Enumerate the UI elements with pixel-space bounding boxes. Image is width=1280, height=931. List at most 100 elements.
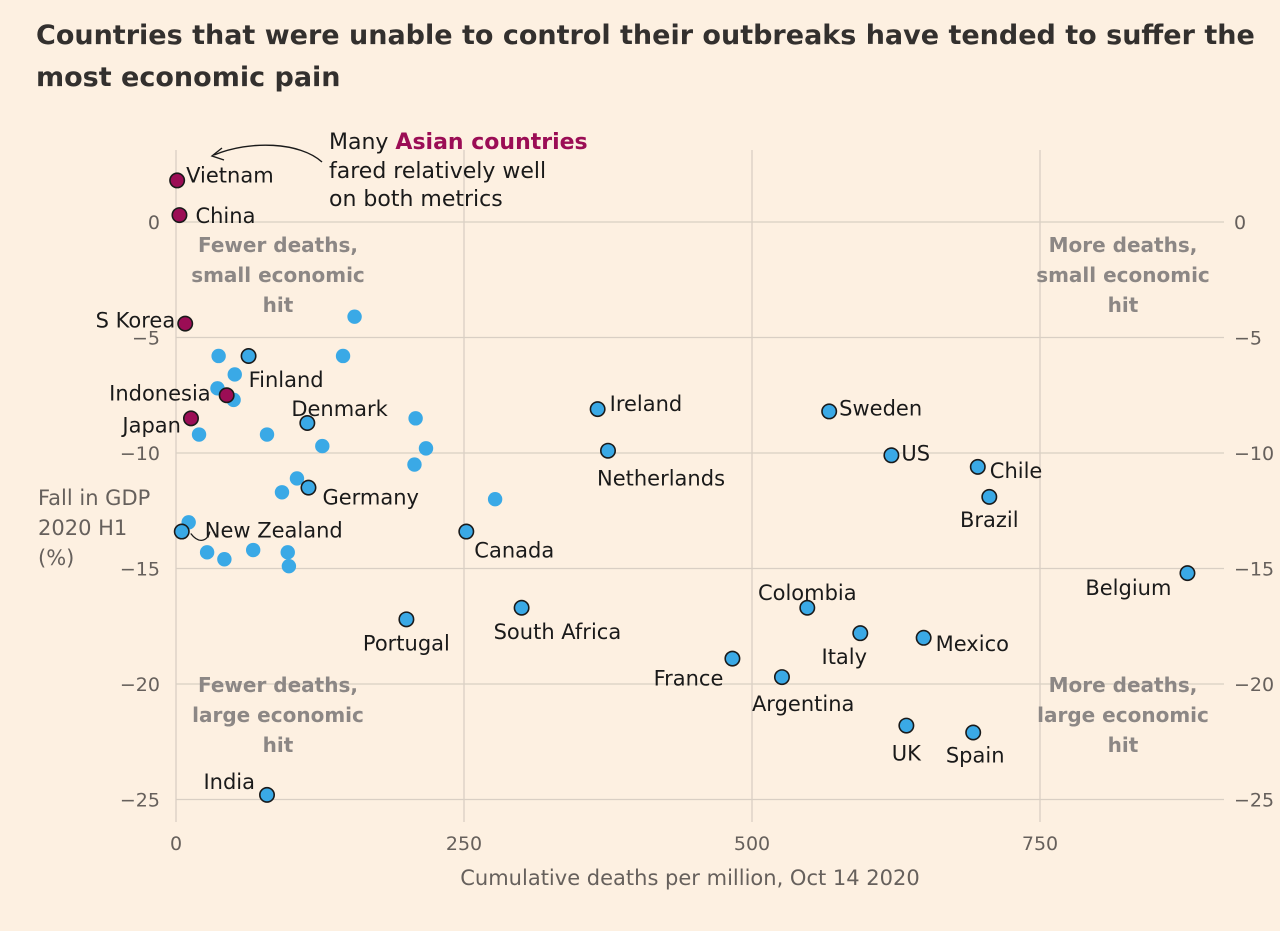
data-point-us (883, 447, 900, 464)
data-point-italy (852, 625, 869, 642)
country-label-ireland: Ireland (610, 392, 683, 416)
data-point-netherlands (599, 442, 616, 459)
data-point-unlabelled (407, 457, 422, 472)
data-point-india (259, 786, 276, 803)
y-tick-label-right: −25 (1234, 790, 1274, 812)
data-point-belgium (1179, 565, 1196, 582)
quadrant-label-bottom-right: large economic (1037, 703, 1209, 727)
quadrant-label-top-left: hit (263, 293, 294, 317)
y-tick-label-left: −10 (120, 443, 160, 465)
country-label-japan: Japan (120, 413, 181, 437)
quadrant-label-top-right: hit (1108, 293, 1139, 317)
y-tick-label-right: −20 (1234, 674, 1274, 696)
country-label-spain: Spain (946, 744, 1005, 768)
data-point-new-zealand (173, 523, 190, 540)
data-point-south-africa (513, 599, 530, 616)
country-label-mexico: Mexico (936, 632, 1009, 656)
data-point-unlabelled (289, 471, 305, 486)
data-point-unlabelled (418, 441, 434, 456)
data-point-canada (458, 523, 475, 540)
country-label-denmark: Denmark (291, 397, 388, 421)
new-zealand-leader-line (190, 531, 211, 541)
data-point-sweden (821, 403, 838, 420)
data-point-colombia (799, 599, 816, 616)
data-point-mexico (915, 629, 932, 646)
country-label-sweden: Sweden (839, 396, 922, 420)
quadrant-label-bottom-left: large economic (192, 703, 364, 727)
country-label-vietnam: Vietnam (186, 163, 274, 187)
country-label-finland: Finland (249, 368, 324, 392)
annotation-prefix: Many (329, 130, 395, 155)
y-axis-label-line-2: 2020 H1 (38, 516, 127, 540)
country-label-portugal: Portugal (363, 631, 450, 655)
data-point-unlabelled (274, 485, 290, 500)
country-label-canada: Canada (474, 539, 554, 563)
data-points (169, 172, 1196, 803)
x-tick-label: 250 (446, 833, 482, 855)
data-point-unlabelled (315, 438, 330, 454)
country-label-italy: Italy (822, 645, 868, 669)
annotation-line-2: fared relatively well (329, 159, 546, 184)
country-label-germany: Germany (322, 486, 419, 510)
chart-title-line-2: most economic pain (36, 62, 341, 93)
y-axis-label-line-1: Fall in GDP (38, 486, 150, 510)
data-point-brazil (981, 488, 998, 505)
y-tick-label-left: −20 (120, 674, 160, 696)
grid (175, 150, 1224, 822)
data-point-unlabelled (259, 427, 275, 442)
country-label-china: China (195, 204, 255, 228)
x-tick-label: 500 (734, 833, 770, 855)
data-point-indonesia (218, 387, 235, 404)
country-labels: Vietnam China S Korea Indonesia Japan Finland… (96, 163, 1172, 793)
data-point-unlabelled (245, 542, 261, 558)
x-tick-label: 0 (170, 833, 182, 855)
quadrant-label-bottom-right: hit (1108, 733, 1139, 757)
data-point-denmark (299, 414, 316, 431)
data-point-unlabelled (487, 492, 503, 507)
country-label-colombia: Colombia (758, 581, 857, 605)
data-point-unlabelled (408, 411, 423, 426)
axis-ticks: 0 0 −5 −5 −10 −10 −15 −15 −20 −20 −25 −25 0 250 500 750 (120, 212, 1274, 855)
asian-countries-annotation: Many Asian countries fared relatively wel… (210, 130, 588, 212)
country-label-indonesia: Indonesia (109, 381, 211, 405)
quadrant-label-bottom-left: Fewer deaths, (198, 673, 358, 697)
country-label-belgium: Belgium (1085, 576, 1171, 600)
y-axis-label-line-3: (%) (38, 546, 74, 570)
country-label-brazil: Brazil (960, 508, 1019, 532)
country-label-new-zealand: New Zealand (205, 519, 343, 543)
country-label-netherlands: Netherlands (597, 467, 725, 491)
data-point-argentina (773, 669, 790, 686)
data-point-ireland (589, 401, 606, 418)
country-label-s-korea: S Korea (96, 309, 176, 333)
quadrant-label-top-left: Fewer deaths, (198, 233, 358, 257)
annotation-highlight: Asian countries (395, 130, 587, 155)
y-tick-label-left: −15 (120, 559, 160, 581)
data-point-unlabelled (347, 309, 362, 324)
x-axis-label: Cumulative deaths per million, Oct 14 20… (460, 866, 920, 890)
annotation-line-3: on both metrics (329, 187, 503, 212)
country-label-india: India (203, 770, 255, 794)
data-point-unlabelled (217, 552, 232, 567)
data-point-unlabelled (227, 367, 242, 382)
quadrant-labels: Fewer deaths, small economic hit More death… (191, 233, 1210, 757)
country-label-chile: Chile (990, 459, 1043, 483)
data-point-unlabelled (211, 348, 226, 364)
y-tick-label-left: −25 (120, 790, 160, 812)
chart-title-line-1: Countries that were unable to control th… (36, 20, 1255, 51)
data-point-portugal (398, 611, 415, 628)
y-tick-label-right: 0 (1234, 212, 1246, 234)
country-label-south-africa: South Africa (494, 620, 622, 644)
country-label-argentina: Argentina (752, 692, 854, 716)
quadrant-label-top-right: small economic (1036, 263, 1210, 287)
data-point-chile (969, 458, 986, 475)
data-point-unlabelled (199, 545, 215, 560)
data-point-japan (182, 410, 199, 427)
data-point-unlabelled (281, 558, 297, 574)
y-tick-label-right: −5 (1234, 328, 1262, 350)
data-point-unlabelled (191, 427, 207, 442)
data-point-s-korea (177, 315, 194, 332)
data-point-china (171, 207, 188, 224)
country-label-uk: UK (892, 742, 922, 766)
y-tick-label-left: 0 (148, 212, 160, 234)
